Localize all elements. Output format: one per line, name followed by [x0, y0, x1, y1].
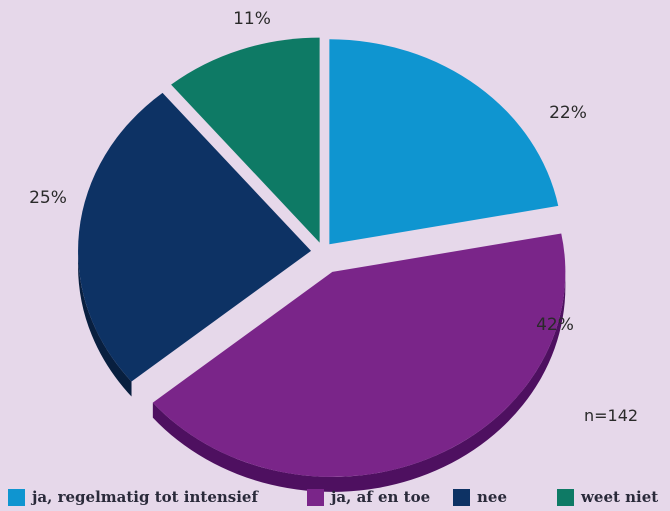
legend-item-nee: nee [453, 488, 557, 506]
pie-slice-af-en-toe [152, 233, 566, 477]
legend-item-weet-niet: weet niet [557, 488, 658, 506]
pie-labels: 22% 42% 25% 11% [29, 9, 587, 335]
legend-swatch-af-en-toe [307, 488, 324, 506]
legend-label-regelmatig: ja, regelmatig tot intensief [32, 488, 258, 506]
pie-slice-nee [78, 92, 312, 382]
legend: ja, regelmatig tot intensief ja, af en t… [8, 486, 670, 508]
pie-label-regelmatig: 22% [549, 103, 587, 123]
sample-size-annotation: n=142 [584, 406, 638, 425]
legend-swatch-regelmatig [8, 488, 25, 506]
pie-label-weet-niet: 11% [233, 9, 271, 29]
pie-label-af-en-toe: 42% [536, 315, 574, 335]
pie-slice-regelmatig [329, 39, 559, 245]
legend-label-nee: nee [477, 488, 507, 506]
pie-slice-side-nee [78, 250, 132, 397]
legend-label-weet-niet: weet niet [581, 488, 659, 506]
pie-slice-weet-niet [171, 37, 320, 243]
pie-slices [78, 37, 566, 492]
legend-swatch-weet-niet [557, 488, 574, 506]
legend-item-af-en-toe: ja, af en toe [307, 488, 453, 506]
pie-label-nee: 25% [29, 188, 67, 208]
legend-swatch-nee [453, 488, 470, 506]
legend-label-af-en-toe: ja, af en toe [331, 488, 431, 506]
legend-item-regelmatig: ja, regelmatig tot intensief [8, 488, 307, 506]
